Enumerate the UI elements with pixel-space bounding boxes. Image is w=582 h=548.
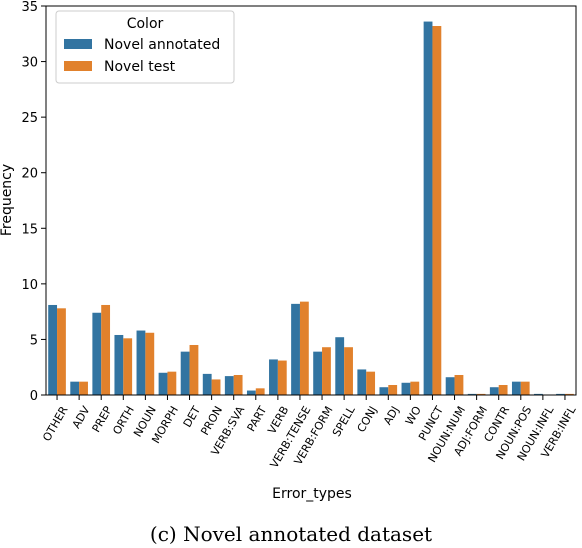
bar-noun-num-novel-annotated [445, 377, 455, 395]
bars-group [48, 21, 574, 396]
bar-verb-novel-annotated [269, 359, 278, 395]
bar-contr-novel-test [498, 385, 508, 395]
bar-det-novel-annotated [180, 351, 190, 395]
bar-morph-novel-annotated [158, 372, 168, 395]
bar-noun-num-novel-test [454, 374, 464, 395]
bar-verb-tense-novel-annotated [291, 303, 300, 395]
y-tick-label: 0 [30, 389, 38, 404]
bar-verb-form-novel-annotated [313, 351, 323, 395]
caption: (c) Novel annotated dataset [150, 522, 432, 546]
legend-label-novel-annotated: Novel annotated [104, 37, 220, 53]
x-tick-label: WO [403, 404, 424, 428]
x-axis-label: Error_types [272, 486, 352, 502]
bar-verb-infl-novel-test [564, 393, 574, 395]
bar-wo-novel-test [410, 381, 420, 395]
x-tick-label: ADJ [381, 404, 402, 427]
x-tick-label: DET [181, 404, 203, 430]
bar-adj-novel-annotated [379, 387, 389, 395]
y-tick-label: 35 [21, 0, 38, 15]
bar-punct-novel-test [432, 26, 442, 395]
plot-frame [45, 5, 577, 396]
y-tick-label: 15 [21, 222, 38, 237]
x-tick-label: OTHER [40, 404, 71, 444]
legend-swatch-novel-annotated [64, 39, 92, 49]
y-axis: 0 5 10 15 20 25 30 35 [21, 0, 46, 404]
bar-verb-sva-novel-annotated [224, 376, 234, 395]
legend: Color Novel annotated Novel test [55, 10, 235, 84]
bar-adj-form-novel-annotated [467, 393, 477, 395]
bar-part-novel-annotated [246, 390, 256, 395]
bar-adj-form-novel-test [476, 393, 486, 395]
bar-adv-novel-test [79, 381, 88, 395]
bar-prep-novel-annotated [92, 312, 102, 395]
bar-conj-novel-test [366, 371, 376, 395]
bar-pron-novel-test [211, 379, 221, 395]
bar-verb-sva-novel-test [233, 374, 243, 395]
x-tick-label: CONJ [355, 404, 380, 435]
bar-noun-pos-novel-test [520, 381, 530, 395]
y-tick-label: 30 [21, 56, 38, 71]
bar-pron-novel-annotated [202, 373, 212, 395]
bar-wo-novel-annotated [401, 382, 411, 395]
legend-swatch-novel-test [64, 61, 92, 71]
bar-adv-novel-annotated [70, 381, 80, 395]
bar-spell-novel-test [344, 347, 353, 395]
bar-verb-form-novel-test [322, 347, 331, 395]
bar-other-novel-test [57, 308, 66, 395]
bar-part-novel-test [255, 388, 265, 395]
legend-label-novel-test: Novel test [104, 59, 176, 75]
bar-contr-novel-annotated [489, 387, 499, 395]
bar-verb-infl-novel-annotated [556, 393, 565, 395]
bar-noun-pos-novel-annotated [511, 381, 521, 395]
legend-box [55, 10, 235, 84]
y-tick-label: 5 [30, 333, 38, 348]
bar-prep-novel-test [101, 304, 111, 395]
y-tick-label: 20 [21, 167, 38, 182]
legend-title: Color [127, 16, 164, 32]
bar-spell-novel-annotated [335, 337, 345, 395]
y-axis-label: Frequency [0, 164, 15, 236]
bar-noun-infl-novel-annotated [534, 393, 543, 395]
bar-conj-novel-annotated [357, 369, 367, 395]
bar-verb-tense-novel-test [299, 301, 309, 395]
bar-adj-novel-test [388, 385, 398, 395]
bar-morph-novel-test [167, 371, 177, 395]
bar-noun-novel-test [145, 332, 155, 395]
bar-orth-novel-annotated [114, 334, 124, 395]
bar-orth-novel-test [123, 338, 133, 395]
y-tick-label: 25 [21, 111, 38, 126]
y-tick-label: 10 [21, 278, 38, 293]
bar-noun-novel-annotated [136, 330, 146, 395]
bar-other-novel-annotated [48, 304, 58, 395]
bar-det-novel-test [189, 344, 199, 395]
bar-punct-novel-annotated [423, 21, 433, 396]
x-tick-label: SPELL [330, 403, 358, 439]
bar-verb-novel-test [277, 360, 287, 395]
